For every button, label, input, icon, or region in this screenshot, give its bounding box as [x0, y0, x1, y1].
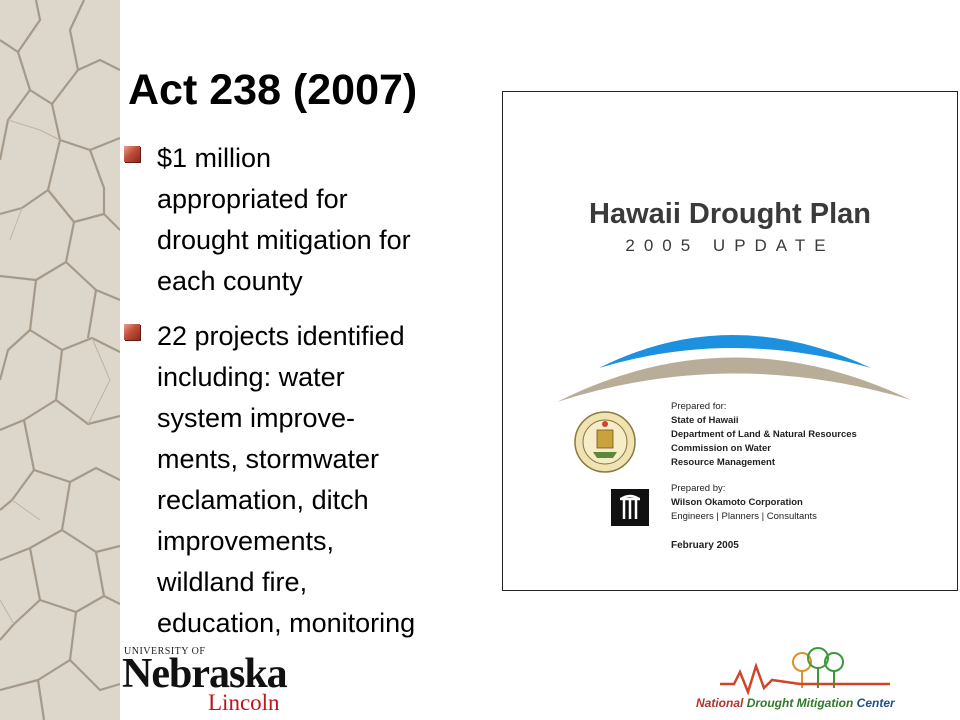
cover-date: February 2005	[671, 540, 739, 551]
prepared-for-line: Resource Management	[671, 457, 776, 468]
prepared-by-label: Prepared by:	[671, 483, 726, 494]
prepared-by-tagline: Engineers | Planners | Consultants	[671, 511, 817, 522]
ndmc-name: National Drought Mitigation Center	[696, 696, 895, 710]
bullet-list: $1 million appropriated for drought miti…	[124, 138, 494, 658]
square-bullet-icon	[124, 324, 140, 340]
prepared-by-name: Wilson Okamoto Corporation	[671, 497, 803, 508]
ndmc-trees-icon	[720, 647, 890, 696]
unl-wordmark: Nebraska	[122, 651, 288, 697]
cover-title: Hawaii Drought Plan	[589, 198, 871, 230]
prepared-by-block: Prepared by: Wilson Okamoto Corporation …	[671, 482, 817, 524]
ndmc-part-national: National	[696, 696, 744, 710]
state-seal-icon	[574, 411, 636, 473]
drought-plan-cover-image: Hawaii Drought Plan 2005 UPDATE Prepared…	[502, 91, 958, 591]
bullet-item-funding: $1 million appropriated for drought miti…	[124, 138, 494, 302]
slide-title: Act 238 (2007)	[128, 66, 418, 114]
ndmc-logo: National Drought Mitigation Center	[690, 644, 905, 712]
unl-campus: Lincoln	[208, 690, 280, 715]
cracked-earth-texture	[0, 0, 120, 720]
cover-arcs-graphic	[557, 335, 911, 402]
prepared-for-label: Prepared for:	[671, 401, 727, 412]
ndmc-part-center: Center	[856, 696, 895, 710]
prepared-for-line: Commission on Water	[671, 443, 771, 454]
bullet-item-projects: 22 projects identified including: water …	[124, 316, 494, 644]
bullet-text: 22 projects identified including: water …	[157, 321, 416, 638]
unl-small-text: UNIVERSITY OF	[124, 646, 206, 657]
bullet-text: $1 million appropriated for drought miti…	[157, 143, 411, 296]
square-bullet-icon	[124, 146, 140, 162]
prepared-for-line: State of Hawaii	[671, 415, 739, 426]
cover-subtitle: 2005 UPDATE	[625, 236, 835, 255]
prepared-for-line: Department of Land & Natural Resources	[671, 429, 857, 440]
wilson-okamoto-logo-icon	[611, 489, 649, 526]
ndmc-part-drought: Drought Mitigation	[746, 696, 854, 710]
prepared-for-block: Prepared for: State of Hawaii Department…	[671, 400, 857, 470]
